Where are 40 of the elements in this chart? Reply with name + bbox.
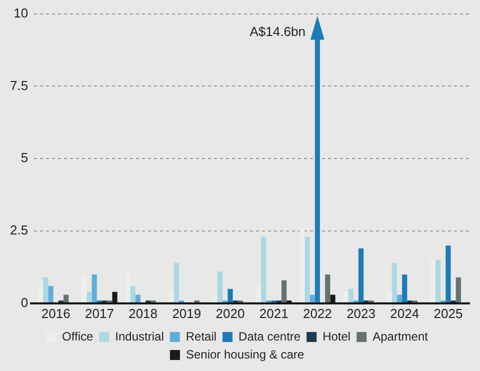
legend-label: Senior housing & care: [186, 347, 304, 362]
x-tick-label: 2024: [390, 306, 420, 321]
x-tick-label: 2017: [85, 306, 114, 321]
x-tick-label: 2018: [128, 306, 158, 321]
legend-label: Retail: [186, 329, 217, 344]
x-tick-label: 2021: [259, 306, 288, 321]
bar: [174, 262, 179, 303]
bar: [135, 294, 140, 303]
legend-label: Data centre: [238, 329, 301, 344]
legend-label: Apartment: [372, 329, 429, 344]
bar: [446, 245, 451, 303]
x-tick-label: 2025: [434, 306, 463, 321]
bar: [64, 294, 69, 303]
bar: [228, 288, 233, 303]
x-tick-label: 2022: [302, 306, 332, 321]
y-tick-label: 10: [14, 5, 28, 20]
legend-label: Office: [62, 329, 94, 344]
bar: [358, 248, 364, 303]
bar: [402, 274, 408, 303]
bar: [92, 274, 97, 303]
y-tick-label: 0: [20, 294, 28, 310]
legend-label: Hotel: [322, 329, 351, 344]
bar: [392, 262, 397, 303]
bar: [217, 272, 223, 303]
y-tick-label: 2.5: [10, 222, 28, 238]
bar: [325, 274, 330, 303]
bar: [396, 294, 402, 303]
x-tick-label: 2023: [346, 306, 376, 321]
bar: [310, 294, 315, 303]
legend-label: Industrial: [115, 329, 164, 344]
y-tick-label: 7.5: [10, 78, 28, 93]
x-tick-label: 2020: [216, 306, 245, 321]
y-tick-label: 5: [20, 150, 28, 166]
bar: [261, 236, 266, 303]
bar: [48, 286, 54, 303]
annotation: A$14.6bn: [250, 24, 306, 39]
x-tick-label: 2016: [41, 306, 70, 321]
x-tick-label: 2019: [172, 306, 202, 321]
bar: [281, 280, 287, 303]
bar: [456, 277, 461, 303]
